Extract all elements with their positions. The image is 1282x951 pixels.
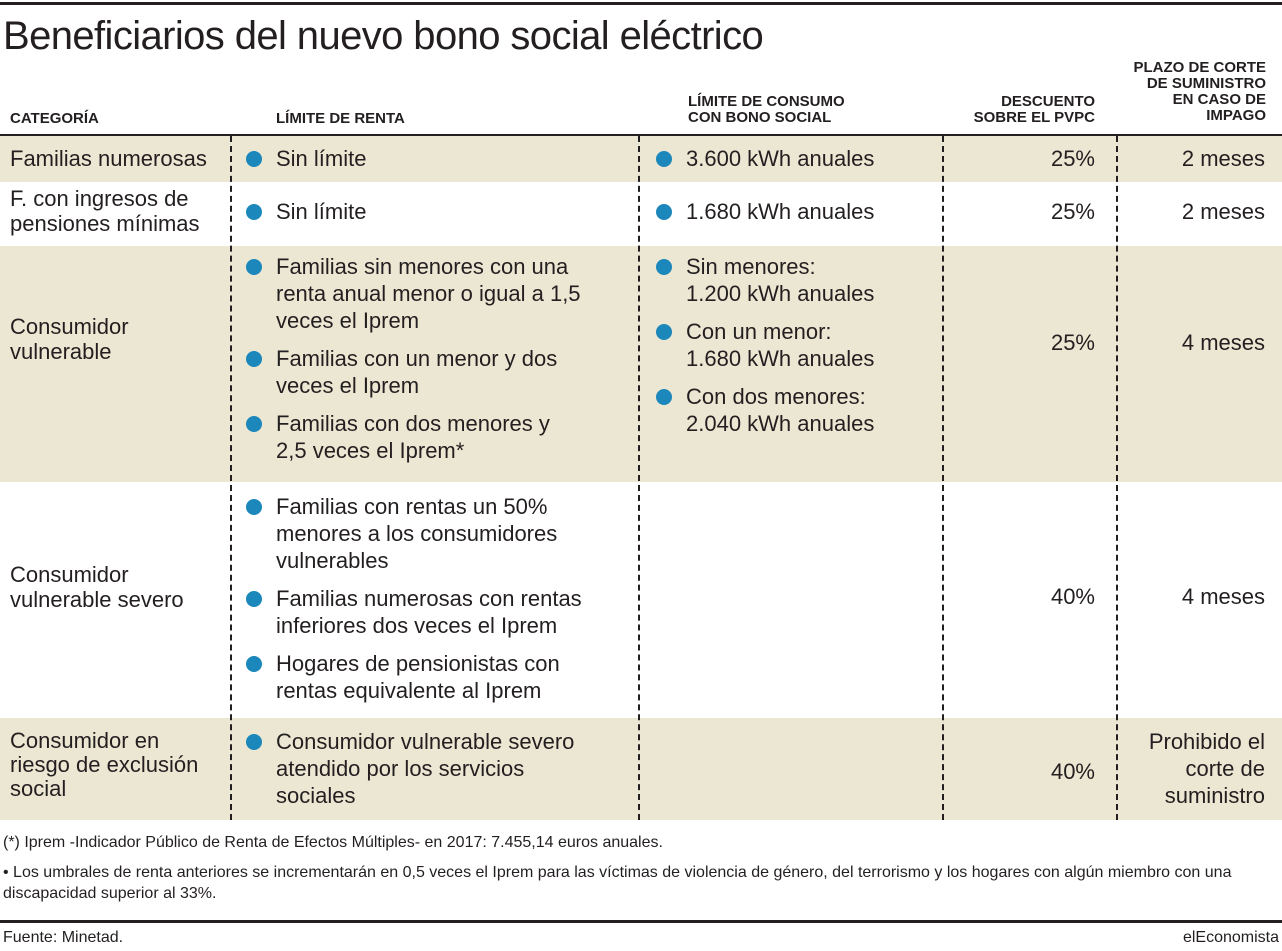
row-band-familias-numerosas [0, 136, 1282, 182]
footnote-iprem: (*) Iprem -Indicador Público de Renta de… [3, 834, 663, 851]
header-categoria: CATEGORÍA [10, 110, 99, 127]
cutoff-term: 2 meses [1181, 146, 1265, 171]
income-limit-item: Familias con un menor y dos veces el Ipr… [246, 345, 586, 399]
consumption-limit-cell: 1.680 kWh anuales [656, 198, 936, 225]
footer-rule [0, 920, 1282, 923]
income-limit-cell: Familias sin menores con una renta anual… [246, 253, 586, 464]
brand-logo: elEconomista [1182, 929, 1279, 946]
header-limite-consumo: LÍMITE DE CONSUMO CON BONO SOCIAL [688, 93, 845, 126]
income-limit-item: Familias con dos menores y 2,5 veces el … [246, 410, 586, 464]
income-limit-item: Hogares de pensionistas con rentas equiv… [246, 650, 596, 704]
top-rule [0, 2, 1282, 5]
income-limit-cell: Consumidor vulnerable severo atendido po… [246, 728, 606, 809]
income-limit-item: Sin límite [246, 198, 626, 225]
header-plazo-corte: PLAZO DE CORTE DE SUMINISTRO EN CASO DE … [1133, 59, 1266, 124]
income-limit-item: Familias numerosas con rentas inferiores… [246, 585, 596, 639]
discount-value: 25% [1050, 199, 1095, 224]
discount-value: 40% [1050, 584, 1095, 609]
income-limit-item: Familias sin menores con una renta anual… [246, 253, 586, 334]
cutoff-term: Prohibido el corte de suministro [1148, 729, 1265, 808]
consumption-limit-cell: 3.600 kWh anuales [656, 145, 936, 172]
income-limit-cell: Sin límite [246, 145, 626, 172]
discount-value: 25% [1050, 330, 1095, 355]
footnote-umbrales: • Los umbrales de renta anteriores se in… [3, 864, 1232, 902]
column-divider [942, 136, 944, 820]
discount-value: 25% [1050, 146, 1095, 171]
row-band-consumidor-vulnerable [0, 246, 1282, 482]
header-descuento: DESCUENTO SOBRE EL PVPC [973, 93, 1095, 126]
header-rule [0, 134, 1282, 136]
income-limit-cell: Sin límite [246, 198, 626, 225]
header-limite-renta: LÍMITE DE RENTA [276, 110, 405, 127]
income-limit-item: Familias con rentas un 50% menores a los… [246, 493, 596, 574]
discount-value: 40% [1050, 759, 1095, 784]
category-cell: Familias numerosas [10, 146, 207, 171]
income-limit-cell: Familias con rentas un 50% menores a los… [246, 493, 596, 704]
column-divider [638, 136, 640, 820]
source-note: Fuente: Minetad. [3, 929, 124, 946]
column-divider [1116, 136, 1118, 820]
consumption-limit-item: Con dos menores: 2.040 kWh anuales [656, 383, 936, 437]
column-divider [230, 136, 232, 820]
consumption-limit-item: 3.600 kWh anuales [656, 145, 936, 172]
category-cell: F. con ingresos de pensiones mínimas [10, 186, 200, 236]
consumption-limit-item: Sin menores: 1.200 kWh anuales [656, 253, 936, 307]
consumption-limit-item: Con un menor: 1.680 kWh anuales [656, 318, 936, 372]
cutoff-term: 4 meses [1181, 584, 1265, 609]
category-cell: Consumidor vulnerable [10, 314, 129, 364]
category-cell: Consumidor vulnerable severo [10, 562, 184, 612]
consumption-limit-item: 1.680 kWh anuales [656, 198, 936, 225]
cutoff-term: 4 meses [1181, 330, 1265, 355]
page-title: Beneficiarios del nuevo bono social eléc… [3, 14, 764, 58]
consumption-limit-cell: Sin menores: 1.200 kWh anuales Con un me… [656, 253, 936, 437]
income-limit-item: Consumidor vulnerable severo atendido po… [246, 728, 606, 809]
row-band-riesgo-exclusion [0, 718, 1282, 820]
category-cell: Consumidor en riesgo de exclusión social [10, 728, 199, 801]
cutoff-term: 2 meses [1181, 199, 1265, 224]
income-limit-item: Sin límite [246, 145, 626, 172]
